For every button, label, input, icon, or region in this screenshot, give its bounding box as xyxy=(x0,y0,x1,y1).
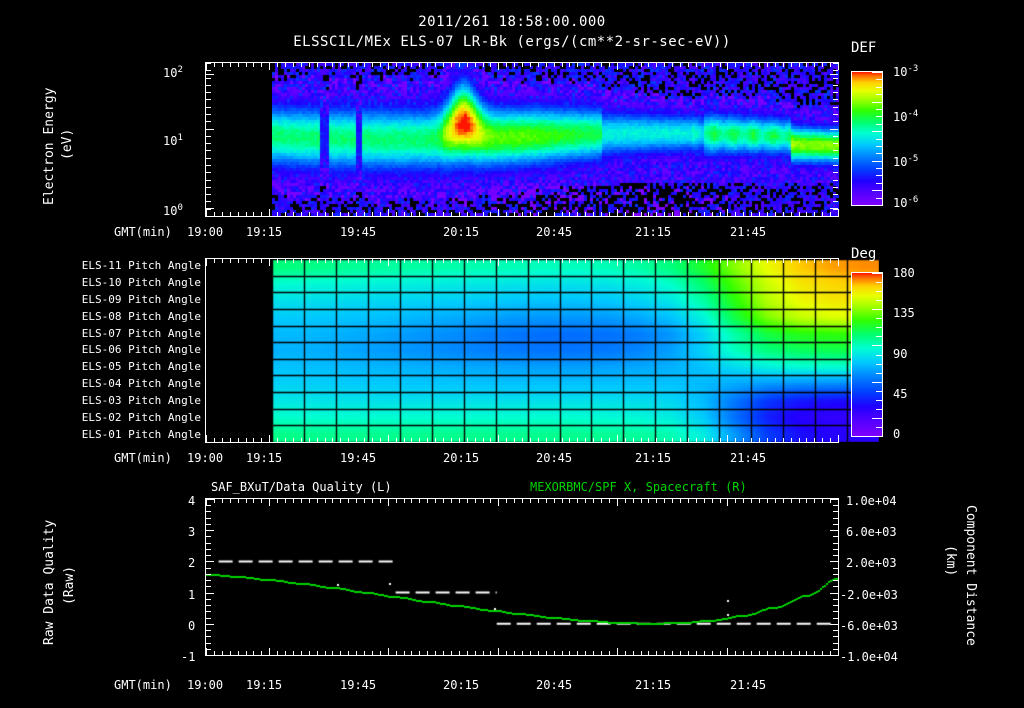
energy-ytick-100: 102 xyxy=(163,65,183,80)
energy-spectrogram-panel[interactable] xyxy=(205,62,839,217)
quality-ytick-3: 3 xyxy=(188,525,196,539)
pitch-xtick-2145: 21:45 xyxy=(730,451,767,465)
energy-ytick-1: 100 xyxy=(163,203,183,218)
quality-ytick-0: 0 xyxy=(188,619,196,633)
pitch-row-label: ELS-03 Pitch Angle xyxy=(81,394,201,407)
deg-tick-135: 135 xyxy=(893,306,915,320)
energy-xtick-2145: 21:45 xyxy=(730,225,767,239)
deg-tick-45: 45 xyxy=(893,387,908,401)
distance-ytick-neg2e3: -2.0e+03 xyxy=(840,588,898,602)
deg-tick-0: 0 xyxy=(893,427,901,441)
pitch-xtick-1900: 19:00 xyxy=(187,451,224,465)
def-tick-1e-5: 10-5 xyxy=(893,154,919,169)
energy-xtick-1915: 19:15 xyxy=(246,225,283,239)
deg-colorbar-title: Deg xyxy=(851,246,877,262)
distance-ytick-neg6e3: -6.0e+03 xyxy=(840,619,898,633)
quality-title-left: SAF_BXuT/Data Quality (L) xyxy=(211,480,392,494)
pitch-row-label: ELS-04 Pitch Angle xyxy=(81,377,201,390)
def-tick-1e-3: 10-3 xyxy=(893,64,919,79)
quality-xaxis-label: GMT(min) xyxy=(114,678,172,692)
pitch-row-label: ELS-01 Pitch Angle xyxy=(81,428,201,441)
energy-xtick-1945: 19:45 xyxy=(340,225,377,239)
distance-axis-label: Component Distance xyxy=(963,505,978,646)
pitch-xtick-1915: 19:15 xyxy=(246,451,283,465)
quality-ytick-2: 2 xyxy=(188,556,196,570)
quality-xtick-2145: 21:45 xyxy=(730,678,767,692)
distance-axis-unit: (km) xyxy=(943,545,958,577)
pitch-angle-image xyxy=(272,259,879,442)
pitch-row-label: ELS-11 Pitch Angle xyxy=(81,259,201,272)
quality-ytick-4: 4 xyxy=(188,494,196,508)
data-quality-plot xyxy=(206,499,838,655)
pitch-xtick-2015: 20:15 xyxy=(443,451,480,465)
energy-spectrogram-image xyxy=(272,63,839,216)
quality-left-axis-label: Raw Data Quality xyxy=(42,519,57,645)
deg-colorbar xyxy=(851,272,883,437)
def-colorbar xyxy=(851,71,883,206)
deg-tick-90: 90 xyxy=(893,347,908,361)
energy-axis-label: Electron Energy xyxy=(42,87,57,205)
quality-xtick-1945: 19:45 xyxy=(340,678,377,692)
distance-ytick-neg1e4: -1.0e+04 xyxy=(840,650,898,664)
energy-xtick-2015: 20:15 xyxy=(443,225,480,239)
def-tick-1e-6: 10-6 xyxy=(893,195,919,210)
pitch-row-label: ELS-02 Pitch Angle xyxy=(81,411,201,424)
pitch-xtick-2115: 21:15 xyxy=(635,451,672,465)
def-tick-1e-4: 10-4 xyxy=(893,109,919,124)
energy-xtick-1900: 19:00 xyxy=(187,225,224,239)
energy-xaxis-label: GMT(min) xyxy=(114,225,172,239)
page-title-timestamp: 2011/261 18:58:00.000 xyxy=(418,14,606,30)
quality-ytick-1: 1 xyxy=(188,588,196,602)
pitch-row-label: ELS-05 Pitch Angle xyxy=(81,360,201,373)
distance-ytick-1e4: 1.0e+04 xyxy=(846,494,897,508)
pitch-xtick-1945: 19:45 xyxy=(340,451,377,465)
energy-xtick-2045: 20:45 xyxy=(536,225,573,239)
data-quality-panel[interactable] xyxy=(205,498,839,656)
energy-ytick-10: 101 xyxy=(163,133,183,148)
quality-xtick-2115: 21:15 xyxy=(635,678,672,692)
quality-ytick-neg1: -1 xyxy=(181,650,196,664)
deg-tick-180: 180 xyxy=(893,266,915,280)
distance-ytick-6e3: 6.0e+03 xyxy=(846,525,897,539)
pitch-row-label: ELS-09 Pitch Angle xyxy=(81,293,201,306)
pitch-row-label: ELS-10 Pitch Angle xyxy=(81,276,201,289)
quality-left-axis-unit: (Raw) xyxy=(62,565,77,605)
pitch-row-label: ELS-06 Pitch Angle xyxy=(81,343,201,356)
pitch-xaxis-label: GMT(min) xyxy=(114,451,172,465)
quality-xtick-1900: 19:00 xyxy=(187,678,224,692)
energy-xtick-2115: 21:15 xyxy=(635,225,672,239)
quality-xtick-2045: 20:45 xyxy=(536,678,573,692)
energy-axis-unit: (eV) xyxy=(60,128,75,160)
pitch-xtick-2045: 20:45 xyxy=(536,451,573,465)
pitch-row-label: ELS-08 Pitch Angle xyxy=(81,310,201,323)
page-title-dataset: ELSSCIL/MEx ELS-07 LR-Bk (ergs/(cm**2-sr… xyxy=(293,34,731,50)
quality-title-right: MEXORBMC/SPF X, Spacecraft (R) xyxy=(530,480,747,494)
pitch-row-label: ELS-07 Pitch Angle xyxy=(81,327,201,340)
pitch-angle-panel[interactable] xyxy=(205,258,879,443)
quality-xtick-2015: 20:15 xyxy=(443,678,480,692)
quality-xtick-1915: 19:15 xyxy=(246,678,283,692)
pitch-row-label-list: ELS-11 Pitch Angle ELS-10 Pitch Angle ELS-… xyxy=(55,258,201,443)
def-colorbar-title: DEF xyxy=(851,40,877,56)
distance-ytick-2e3: 2.0e+03 xyxy=(846,556,897,570)
